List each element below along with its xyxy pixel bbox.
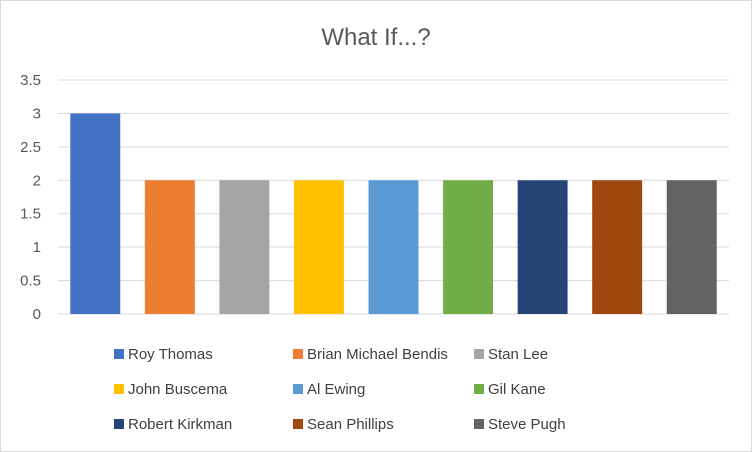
y-tick-label: 1.5 [20,206,41,223]
bar [293,180,344,314]
bar [144,180,195,314]
legend-label: Sean Phillips [307,416,394,433]
legend-label: Roy Thomas [128,346,213,363]
legend-item: Roy Thomas [114,346,213,363]
legend-label: Robert Kirkman [128,416,232,433]
legend-label: Al Ewing [307,381,365,398]
legend-swatch [293,384,303,394]
legend-item: Steve Pugh [474,416,566,433]
bar [666,180,717,314]
bar [517,180,568,314]
legend: Roy Thomas Brian Michael Bendis Stan Lee Jo… [114,346,566,433]
legend-swatch [114,419,124,429]
y-axis-ticks: 0 0.5 1 1.5 2 2.5 3 3.5 [20,72,41,323]
chart-title: What If...? [321,24,430,51]
legend-swatch [293,419,303,429]
y-tick-label: 0 [33,306,41,323]
y-tick-label: 2.5 [20,139,41,156]
bar [70,113,121,314]
legend-swatch [114,384,124,394]
legend-swatch [474,419,484,429]
y-tick-label: 1 [33,239,41,256]
y-tick-label: 3 [33,105,41,122]
legend-swatch [474,349,484,359]
bar [368,180,419,314]
bar [219,180,270,314]
legend-item: Stan Lee [474,346,548,363]
legend-label: John Buscema [128,381,228,398]
legend-label: Gil Kane [488,381,546,398]
legend-label: Steve Pugh [488,416,566,433]
legend-label: Brian Michael Bendis [307,346,448,363]
legend-item: Al Ewing [293,381,365,398]
legend-swatch [293,349,303,359]
legend-item: Brian Michael Bendis [293,346,448,363]
bar [592,180,643,314]
y-tick-label: 2 [33,172,41,189]
y-tick-label: 0.5 [20,273,41,290]
y-tick-label: 3.5 [20,72,41,89]
legend-label: Stan Lee [488,346,548,363]
legend-item: Sean Phillips [293,416,394,433]
legend-swatch [114,349,124,359]
legend-swatch [474,384,484,394]
bar [443,180,494,314]
legend-item: Robert Kirkman [114,416,232,433]
legend-item: Gil Kane [474,381,546,398]
bars [70,113,717,314]
legend-item: John Buscema [114,381,228,398]
